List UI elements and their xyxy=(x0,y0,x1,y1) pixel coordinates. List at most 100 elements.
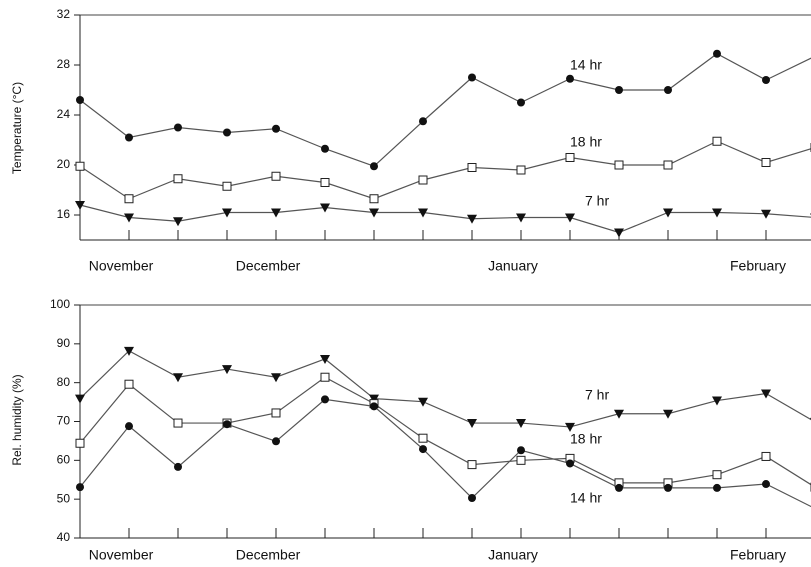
y-axis-label: Rel. humidity (%) xyxy=(10,374,24,465)
series-label: 18 hr xyxy=(570,431,602,447)
marker xyxy=(565,213,575,223)
marker xyxy=(75,438,85,448)
marker xyxy=(713,49,721,58)
marker xyxy=(419,117,427,126)
marker xyxy=(761,451,771,461)
marker xyxy=(418,397,428,407)
marker xyxy=(173,217,183,227)
marker xyxy=(517,98,525,107)
marker xyxy=(712,396,722,406)
series-line xyxy=(79,350,811,428)
y-tick-label: 50 xyxy=(57,491,71,505)
marker xyxy=(174,123,182,132)
marker xyxy=(369,394,379,404)
y-tick-label: 28 xyxy=(57,57,71,71)
marker xyxy=(272,124,280,133)
series-line xyxy=(79,140,811,200)
marker xyxy=(468,73,476,82)
marker xyxy=(369,194,379,204)
marker xyxy=(174,462,182,471)
marker xyxy=(271,408,281,418)
marker xyxy=(173,418,183,428)
marker xyxy=(762,76,770,84)
y-tick-label: 20 xyxy=(57,157,71,171)
marker xyxy=(467,460,477,470)
marker xyxy=(320,372,330,382)
y-tick-label: 32 xyxy=(57,7,71,21)
marker xyxy=(370,402,378,411)
marker xyxy=(615,86,623,94)
marker xyxy=(125,422,133,431)
marker xyxy=(713,483,721,492)
marker xyxy=(712,470,722,480)
series-label: 14 hr xyxy=(570,490,602,506)
y-tick-label: 100 xyxy=(50,297,70,311)
marker xyxy=(320,178,330,187)
y-tick-label: 16 xyxy=(57,207,71,221)
marker xyxy=(419,445,427,454)
marker xyxy=(468,494,476,503)
marker xyxy=(664,86,672,94)
marker xyxy=(272,437,280,446)
marker xyxy=(320,203,330,213)
marker xyxy=(418,208,428,218)
series-line xyxy=(79,204,811,234)
marker xyxy=(663,208,673,218)
series-label: 7 hr xyxy=(585,387,609,403)
y-tick-label: 60 xyxy=(57,453,71,467)
series-label: 14 hr xyxy=(570,57,602,73)
x-tick-label: December xyxy=(236,258,301,274)
x-tick-label: November xyxy=(89,258,154,274)
marker xyxy=(516,213,526,223)
marker xyxy=(320,354,330,364)
marker xyxy=(615,483,623,492)
y-tick-label: 24 xyxy=(57,107,71,121)
marker xyxy=(76,483,84,492)
y-tick-label: 80 xyxy=(57,375,71,389)
series-label: 7 hr xyxy=(585,193,609,209)
marker xyxy=(664,483,672,492)
marker xyxy=(124,194,134,204)
x-tick-label: January xyxy=(488,258,538,274)
marker xyxy=(761,209,771,219)
marker xyxy=(712,208,722,218)
marker xyxy=(614,160,624,170)
marker xyxy=(467,419,477,429)
marker xyxy=(370,162,378,171)
y-tick-label: 90 xyxy=(57,336,71,350)
series-line xyxy=(79,398,811,508)
marker xyxy=(173,174,183,184)
marker xyxy=(124,213,134,223)
marker xyxy=(222,365,232,375)
marker xyxy=(761,158,771,167)
x-tick-label: December xyxy=(236,547,301,563)
marker xyxy=(663,160,673,170)
marker xyxy=(566,459,574,468)
marker xyxy=(124,379,134,389)
marker xyxy=(467,163,477,172)
marker xyxy=(271,208,281,218)
marker xyxy=(321,144,329,153)
marker xyxy=(173,373,183,383)
marker xyxy=(75,394,85,404)
marker xyxy=(321,395,329,404)
marker xyxy=(712,136,722,146)
marker xyxy=(517,446,525,455)
series-line xyxy=(79,53,811,167)
series-label: 18 hr xyxy=(570,134,602,150)
x-tick-label: February xyxy=(730,258,786,274)
marker xyxy=(222,181,232,191)
series-line xyxy=(79,376,811,486)
marker xyxy=(516,165,526,175)
marker xyxy=(565,422,575,432)
x-tick-label: January xyxy=(488,547,538,563)
x-tick-label: February xyxy=(730,547,786,563)
marker xyxy=(125,133,133,142)
marker xyxy=(565,153,575,162)
y-axis-label: Temperature (°C) xyxy=(10,82,24,174)
marker xyxy=(369,208,379,218)
marker xyxy=(566,74,574,83)
marker xyxy=(516,419,526,429)
